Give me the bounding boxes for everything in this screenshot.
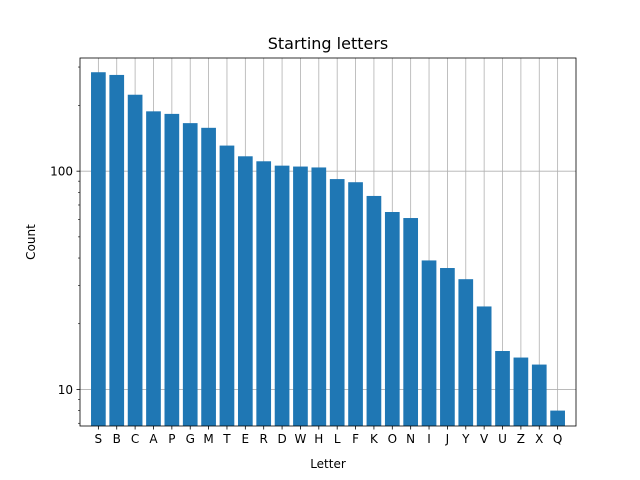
x-tick-label: P [168,432,175,446]
bar-e [237,156,253,426]
x-tick-label: K [370,432,379,446]
bar-s [91,72,106,427]
x-tick-label: J [445,432,450,446]
bar-l [329,179,345,426]
y-axis-label: Count [24,224,38,260]
x-axis-label: Letter [310,457,346,471]
bar-m [201,127,216,427]
bar-d [274,165,290,427]
bar-c [127,94,143,426]
bar-r [256,161,272,427]
bar-v [476,306,492,426]
bar-b [109,74,125,427]
bar-n [403,218,419,426]
x-tick-label: M [203,432,213,446]
bar-u [495,351,510,426]
x-tick-label: C [131,432,139,446]
bars-layer [91,72,565,427]
x-tick-label: B [113,432,121,446]
y-tick-label: 100 [50,165,73,179]
bar-x [531,364,547,426]
bar-y [458,279,474,426]
axes-frame [79,57,577,427]
x-tick-label: G [186,432,195,446]
bar-a [146,111,161,427]
axes-layer: S B C A P G M T E R D W H L F K O N I J Y V U Z X Q 10 100 [50,57,577,446]
bar-w [293,166,308,426]
bar-i [421,260,437,426]
chart-title: Starting letters [268,34,389,53]
x-tick-label: A [149,432,158,446]
bar-o [384,212,400,426]
bar-g [182,123,198,427]
x-tick-label: X [535,432,543,446]
x-tick-label: E [242,432,250,446]
x-tick-label: W [295,432,307,446]
x-tick-label: N [406,432,415,446]
bar-t [219,145,235,427]
x-tick-label: D [277,432,286,446]
x-tick-label: O [388,432,397,446]
x-tick-label: R [260,432,268,446]
x-tick-label: Z [517,432,525,446]
bar-z [513,357,529,426]
x-tick-label: V [480,432,489,446]
bar-p [164,113,180,426]
x-tick-label: S [95,432,103,446]
x-tick-label: I [427,432,431,446]
bar-q [550,410,565,426]
x-tick-label: Y [461,432,470,446]
x-tick-label: Q [553,432,562,446]
bar-h [311,167,327,426]
x-tick-label: T [222,432,231,446]
bar-k [366,195,382,426]
x-tick-label: F [352,432,359,446]
x-tick-label: H [314,432,323,446]
y-tick-label: 10 [58,383,73,397]
bar-j [440,268,455,426]
x-tick-label: L [334,432,341,446]
bar-f [348,182,363,426]
x-tick-label: U [498,432,507,446]
